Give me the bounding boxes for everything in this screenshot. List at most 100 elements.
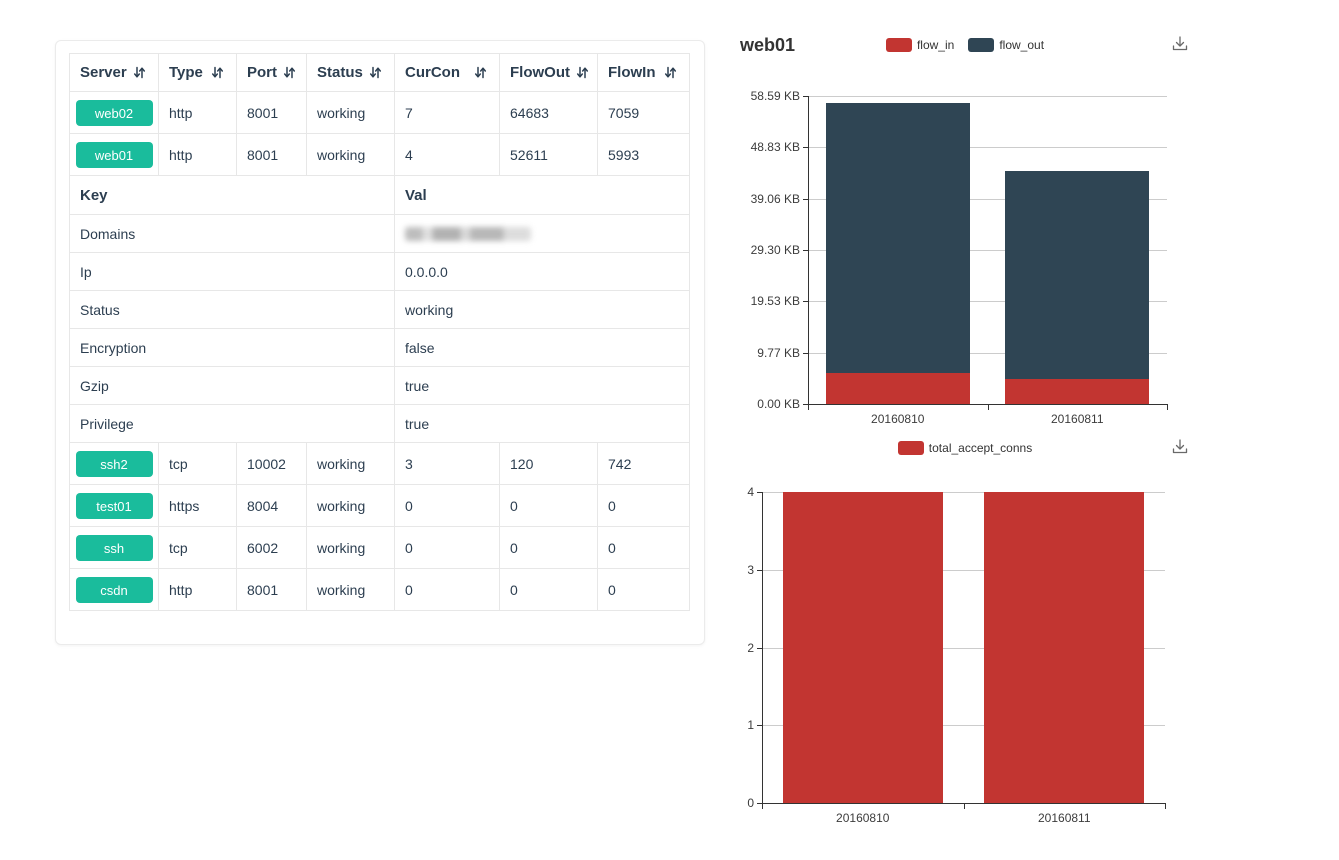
y-axis-label: 0.00 KB (757, 397, 800, 411)
y-axis-label: 2 (747, 640, 754, 655)
flow-in-swatch-icon (885, 38, 912, 52)
kv-row-privilege: Privilege true (69, 404, 690, 443)
kv-row-ip: Ip 0.0.0.0 (69, 252, 690, 291)
flowin-cell: 742 (597, 442, 690, 485)
x-axis-tick (762, 804, 763, 809)
column-header-server[interactable]: Server (69, 53, 159, 92)
flowin-cell: 5993 (597, 133, 690, 176)
gridline (808, 96, 1167, 97)
bar-flow_out-20160810 (825, 103, 970, 374)
sort-arrows-icon (133, 66, 146, 79)
kv-key-cell: Domains (69, 214, 395, 253)
server-badge-test01[interactable]: test01 (75, 492, 153, 519)
gridline (762, 725, 1165, 727)
table-row-web02: web02 http 8001 working 7 64683 7059 (69, 91, 690, 134)
kv-val-cell: 0.0.0.0 (394, 252, 690, 291)
kv-val-cell (394, 214, 690, 253)
x-axis-tick (808, 405, 809, 410)
status-cell: working (306, 133, 395, 176)
sort-arrows-icon (211, 66, 224, 79)
column-header-flowout[interactable]: FlowOut (499, 53, 598, 92)
y-axis-tick (757, 803, 762, 804)
x-axis-tick (1165, 804, 1166, 809)
gridline (762, 492, 1165, 493)
flowin-cell: 0 (597, 526, 690, 569)
table-row-ssh2: ssh2 tcp 10002 working 3 120 742 (69, 442, 690, 485)
gridline (762, 647, 1165, 649)
save-as-image-icon[interactable] (1170, 437, 1190, 457)
table-header-row: Server Type Port Status CurCon FlowOut FlowIn (69, 53, 690, 92)
flowin-cell: 0 (597, 484, 690, 527)
x-axis-line (808, 404, 1168, 405)
curcon-cell: 0 (394, 526, 500, 569)
legend-item-flow-out[interactable]: flow_out (968, 38, 1044, 52)
kv-val-cell: false (394, 328, 690, 367)
flowout-cell: 0 (499, 484, 598, 527)
column-header-inner: FlowIn (608, 64, 679, 81)
flowout-cell: 0 (499, 568, 598, 611)
legend-item-total-accept-conns[interactable]: total_accept_conns (897, 441, 1032, 455)
type-cell: http (158, 133, 237, 176)
gridline (808, 301, 1167, 303)
x-axis-label: 20160811 (1051, 412, 1104, 426)
type-cell: https (158, 484, 237, 527)
status-cell: working (306, 526, 395, 569)
status-cell: working (306, 568, 395, 611)
server-badge-ssh2[interactable]: ssh2 (75, 450, 153, 477)
y-axis-label: 19.53 KB (750, 294, 800, 309)
y-axis-label: 9.77 KB (757, 345, 800, 360)
flowin-cell: 7059 (597, 91, 690, 134)
server-badge-csdn[interactable]: csdn (75, 576, 153, 603)
conns-chart-header: total_accept_conns (735, 437, 1195, 463)
column-header-label: FlowIn (608, 64, 656, 81)
server-cell: test01 (69, 484, 159, 527)
y-axis-tick (803, 96, 808, 97)
y-axis-line (762, 492, 763, 804)
x-axis-label: 20160810 (871, 412, 925, 426)
kv-val-cell: working (394, 290, 690, 329)
x-axis-label: 20160811 (1038, 811, 1091, 825)
curcon-cell: 0 (394, 484, 500, 527)
y-axis-line (808, 96, 809, 405)
column-header-status[interactable]: Status (306, 53, 395, 92)
port-cell: 8001 (236, 91, 307, 134)
flowout-cell: 120 (499, 442, 598, 485)
x-axis-tick (1167, 405, 1168, 410)
server-cell: web02 (69, 91, 159, 134)
flowin-cell: 0 (597, 568, 690, 611)
legend-item-flow-in[interactable]: flow_in (885, 38, 954, 52)
bar-total_accept_conns-20160811 (984, 492, 1145, 803)
save-as-image-icon[interactable] (1170, 34, 1190, 54)
column-header-flowin[interactable]: FlowIn (597, 53, 690, 92)
kv-row-encryption: Encryption false (69, 328, 690, 367)
port-cell: 8001 (236, 133, 307, 176)
column-header-type[interactable]: Type (158, 53, 237, 92)
kv-row-gzip: Gzip true (69, 366, 690, 405)
server-badge-web01[interactable]: web01 (75, 141, 153, 168)
conns-chart-legend: total_accept_conns (735, 441, 1195, 455)
server-cell: ssh (69, 526, 159, 569)
kv-header-row: Key Val (69, 175, 690, 215)
column-header-curcon[interactable]: CurCon (394, 53, 500, 92)
y-axis-tick (757, 492, 762, 493)
y-axis-label: 39.06 KB (750, 191, 800, 206)
server-badge-web02[interactable]: web02 (75, 99, 153, 126)
y-axis-tick (803, 147, 808, 149)
y-axis-tick (803, 198, 808, 200)
legend-label-flow-out: flow_out (999, 38, 1045, 52)
status-cell: working (306, 484, 395, 527)
y-axis-tick (803, 404, 808, 405)
sort-arrows-icon (576, 66, 589, 79)
column-header-port[interactable]: Port (236, 53, 307, 92)
kv-key-header: Key (69, 175, 395, 215)
sort-arrows-icon (369, 66, 382, 79)
server-badge-ssh[interactable]: ssh (75, 534, 153, 561)
kv-row-domains: Domains (69, 214, 690, 253)
y-axis-tick (803, 301, 808, 303)
type-cell: http (158, 568, 237, 611)
kv-key-cell: Encryption (69, 328, 395, 367)
type-cell: tcp (158, 526, 237, 569)
x-axis-label: 20160810 (836, 811, 890, 825)
y-axis-tick (803, 250, 808, 251)
